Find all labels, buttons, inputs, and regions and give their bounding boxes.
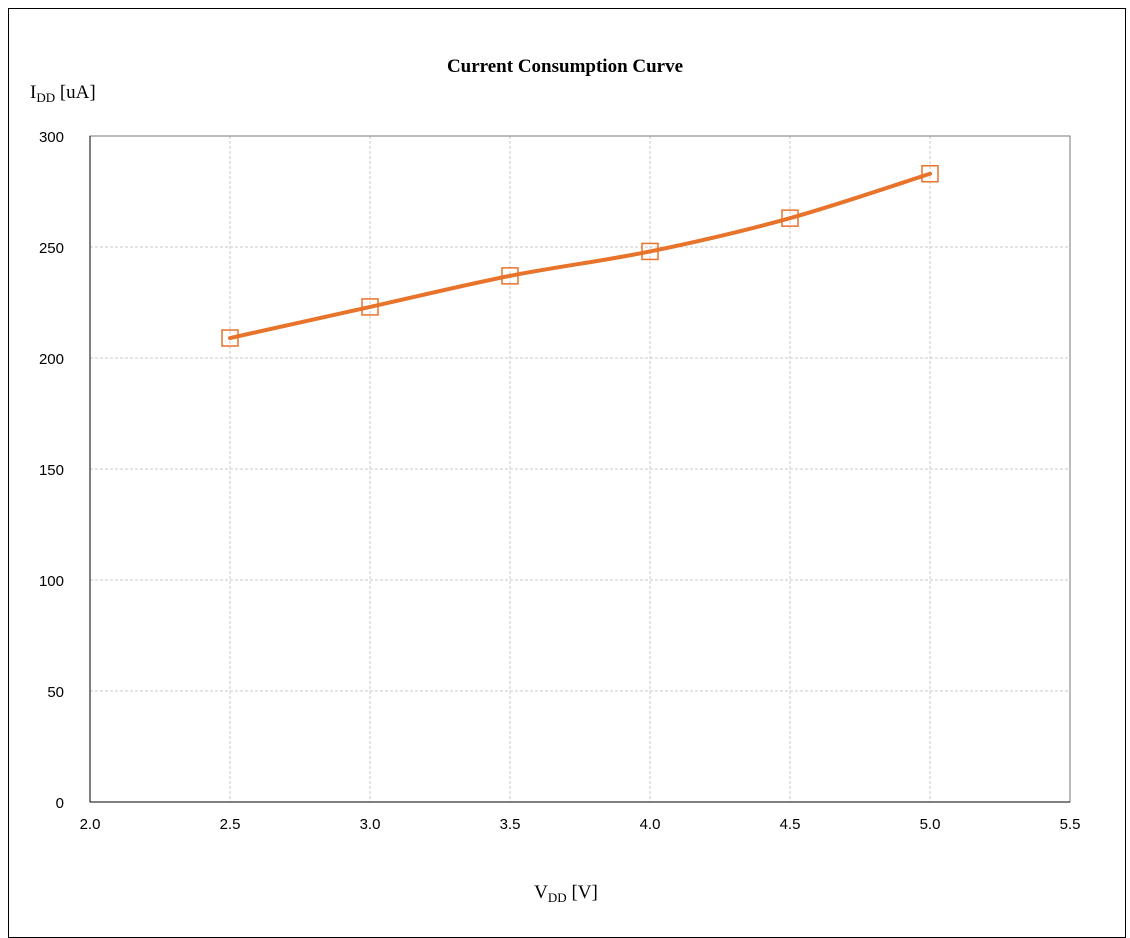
data-point-marker <box>501 267 519 285</box>
x-tick-label: 3.0 <box>360 816 381 833</box>
x-axis-label: VDD [V] <box>534 882 598 905</box>
y-tick-label: 100 <box>39 573 64 590</box>
series-line <box>228 171 932 341</box>
data-point-marker <box>641 242 659 261</box>
chart-frame <box>8 8 1126 938</box>
y-tick-label: 250 <box>39 240 64 257</box>
y-tick-label: 200 <box>39 351 64 368</box>
x-tick-label: 2.5 <box>220 816 241 833</box>
data-point-marker <box>221 329 239 347</box>
x-tick-label: 4.5 <box>780 816 801 833</box>
grid <box>90 136 1070 802</box>
x-tick-label: 5.5 <box>1060 816 1081 833</box>
y-tick-label: 150 <box>39 462 64 479</box>
y-tick-label: 50 <box>47 684 64 701</box>
data-point-marker <box>361 298 379 316</box>
x-tick-label: 4.0 <box>640 816 661 833</box>
x-tick-label: 5.0 <box>920 816 941 833</box>
x-tick-label: 2.0 <box>80 816 101 833</box>
y-axis-label: IDD [uA] <box>30 82 96 105</box>
chart-title: Current Consumption Curve <box>447 56 683 77</box>
plot-area <box>221 164 939 347</box>
data-point-marker <box>921 164 939 183</box>
tick-labels: 2.0 2.5 3.0 3.5 4.0 4.5 5.0 5.5 0 50 100 150 200 250 3… <box>39 129 1080 833</box>
data-point-marker <box>781 209 799 227</box>
x-tick-label: 3.5 <box>500 816 521 833</box>
y-tick-label: 0 <box>56 795 64 812</box>
y-tick-label: 300 <box>39 129 64 146</box>
axes <box>89 135 1071 803</box>
